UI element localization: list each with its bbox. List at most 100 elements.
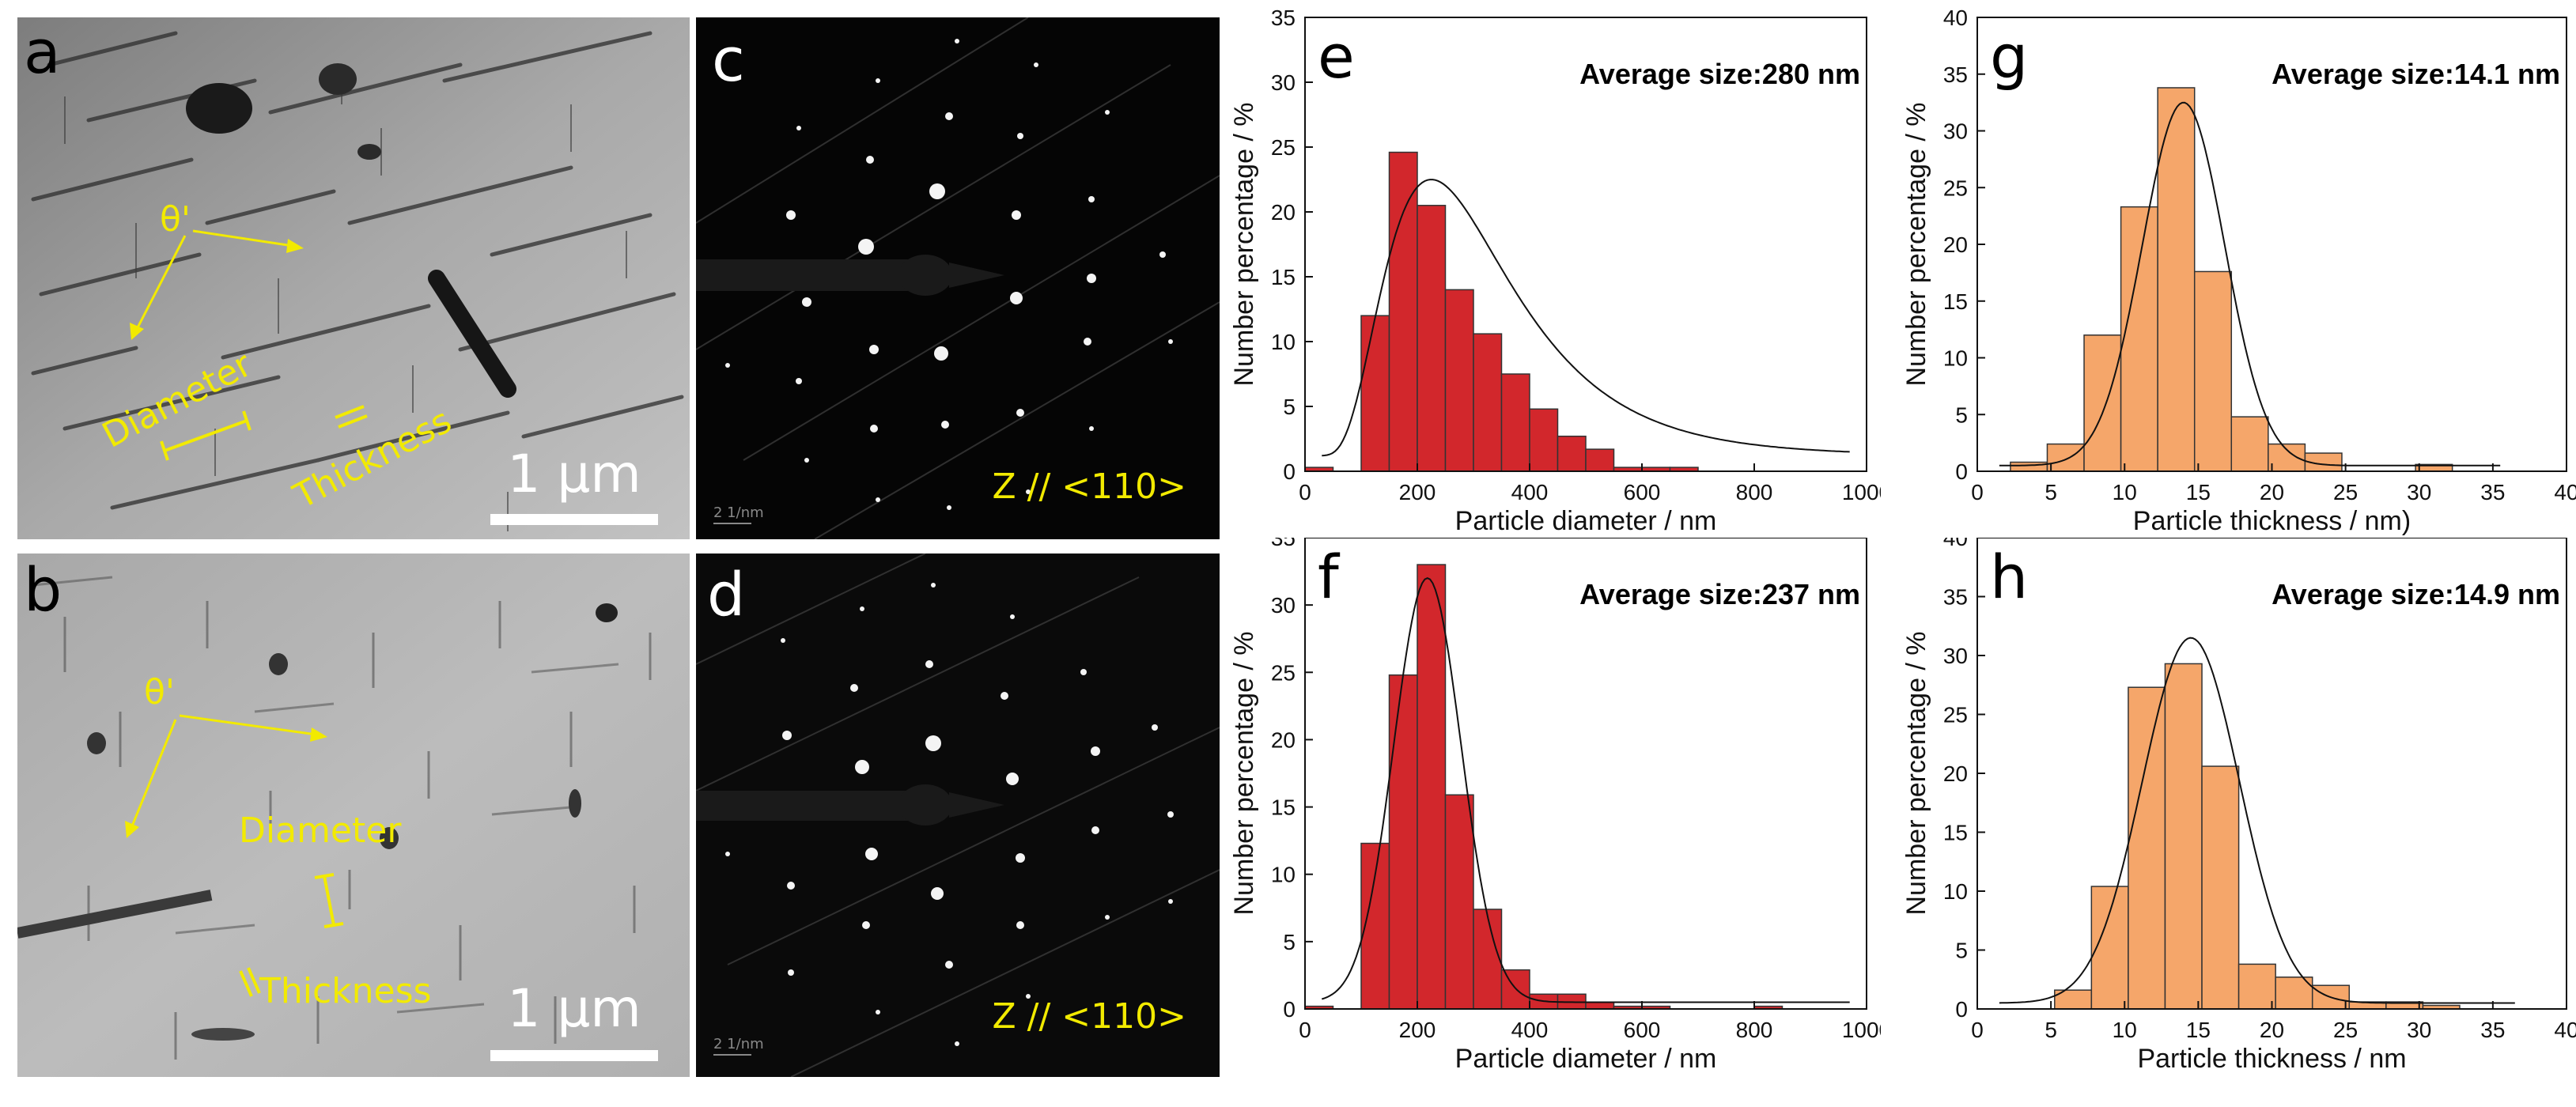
histogram-bar: [1417, 564, 1447, 1010]
fit-curve: [1321, 576, 1850, 1003]
fit-curve: [1999, 637, 2515, 1004]
y-tick-label: 20: [1943, 232, 1968, 257]
y-tick-label: 15: [1943, 289, 1968, 314]
x-tick-label: 400: [1511, 480, 1549, 504]
y-tick-label: 10: [1271, 330, 1296, 354]
x-tick-label: 15: [2186, 1018, 2211, 1042]
y-axis-label: Number percentage / %: [1901, 631, 1931, 915]
y-tick-label: 30: [1943, 644, 1968, 668]
x-axis-label: Particle diameter / nm: [1455, 506, 1717, 536]
dark-particle: [186, 83, 252, 134]
x-tick-label: 20: [2260, 1018, 2284, 1042]
tem-image-b: b θ' Diameter Thickness 1 μm: [17, 554, 690, 1077]
dark-particle: [357, 144, 381, 160]
average-size-label: Average size:14.9 nm: [2271, 578, 2560, 610]
histogram-h: 0 5 10 15 20 25 30 35 40 0 5 10 15 20 25 30 35 40 Particle…: [1894, 538, 2576, 1091]
y-tick-label: 5: [1955, 939, 1968, 963]
y-tick-label: 30: [1943, 119, 1968, 144]
theta-label: θ': [160, 199, 191, 240]
y-tick-label: 25: [1271, 135, 1296, 160]
panel-label: c: [712, 25, 745, 95]
x-tick-label: 5: [2045, 1018, 2057, 1042]
histogram-bar: [2010, 461, 2048, 472]
histogram-bar: [2046, 443, 2085, 472]
scale-bar-label: 1 μm: [507, 444, 641, 504]
panel-label: d: [707, 559, 745, 629]
y-tick-label: 5: [1283, 395, 1296, 419]
beam-stop-icon: [696, 784, 1004, 826]
y-tick-label: 0: [1955, 997, 1968, 1022]
fit-curve: [1999, 101, 2501, 467]
diffraction-spots: [725, 583, 1174, 1046]
streak-lines: [696, 17, 1220, 539]
x-tick-label: 600: [1624, 1018, 1661, 1042]
y-tick-label: 30: [1271, 70, 1296, 95]
scale-bar-label: 1 μm: [507, 978, 641, 1039]
thickness-mark: [335, 405, 368, 429]
x-tick-label: 35: [2480, 480, 2505, 504]
scale-bar: [490, 1050, 658, 1061]
y-tick-label: 40: [1943, 6, 1968, 30]
dark-particle: [87, 732, 106, 754]
y-tick-label: 0: [1283, 459, 1296, 484]
histogram-bar: [1388, 151, 1418, 472]
y-tick-label: 10: [1943, 346, 1968, 371]
histogram-g: 0 5 10 15 20 25 30 35 40 0 5 10 15 20 25 30 35 40 Particle…: [1894, 0, 2576, 546]
y-tick-label: 20: [1271, 200, 1296, 225]
histogram-bar: [2164, 663, 2203, 1010]
panel-label: h: [1990, 542, 2028, 612]
histogram-bar: [1500, 373, 1530, 472]
histogram-bar: [1388, 674, 1418, 1010]
dark-particle: [191, 1028, 255, 1041]
diffraction-spots: [725, 39, 1173, 510]
histogram-bar: [1444, 289, 1474, 472]
x-tick-label: 40: [2554, 480, 2576, 504]
x-tick-label: 800: [1736, 480, 1773, 504]
histogram-bar: [1529, 408, 1559, 472]
panel-label: b: [24, 554, 62, 625]
x-tick-label: 0: [1971, 1018, 1984, 1042]
panel-label: g: [1990, 21, 2028, 92]
y-axis-label: Number percentage / %: [1229, 631, 1259, 915]
diameter-bar: [314, 873, 344, 928]
histogram-bar: [2083, 334, 2122, 472]
histogram-bar: [2201, 765, 2240, 1010]
histogram-bar: [1585, 448, 1615, 472]
x-tick-label: 5: [2045, 480, 2057, 504]
panel-label: f: [1318, 542, 1341, 612]
panel-label: a: [24, 17, 61, 87]
x-tick-label: 0: [1971, 480, 1984, 504]
x-tick-label: 30: [2407, 480, 2431, 504]
histogram-bar: [2128, 686, 2166, 1010]
y-tick-label: 0: [1955, 459, 1968, 484]
histogram-bar: [2268, 443, 2306, 472]
tem-image-a: a θ' Diameter Thickness 1 μm: [17, 17, 690, 539]
histogram-bar: [2230, 416, 2269, 472]
y-tick-label: 35: [1271, 6, 1296, 30]
y-tick-label: 25: [1271, 660, 1296, 685]
x-axis-label: Particle diameter / nm: [1455, 1044, 1717, 1074]
x-axis-label: Particle thickness / nm: [2137, 1044, 2406, 1074]
histogram-bar: [2090, 886, 2129, 1010]
histogram-bar: [1417, 205, 1447, 472]
y-axis-label: Number percentage / %: [1901, 102, 1931, 386]
y-tick-label: 30: [1271, 593, 1296, 618]
beam-stop-icon: [696, 255, 1004, 296]
arrow-icon: [125, 714, 327, 838]
histogram-bar: [1557, 435, 1587, 472]
y-tick-label: 5: [1955, 402, 1968, 427]
dark-particle: [569, 789, 581, 818]
x-tick-label: 10: [2113, 480, 2137, 504]
scale-bar: [490, 514, 658, 525]
panel-label: e: [1318, 21, 1355, 92]
y-tick-label: 20: [1943, 761, 1968, 786]
zone-axis-label: Z // <110>: [993, 996, 1186, 1037]
average-size-label: Average size:14.1 nm: [2271, 58, 2560, 90]
histogram-bar: [2120, 206, 2158, 472]
histogram-bar: [1585, 1001, 1615, 1010]
dark-particle: [269, 653, 288, 675]
y-tick-label: 35: [1943, 585, 1968, 610]
x-tick-label: 200: [1399, 1018, 1436, 1042]
